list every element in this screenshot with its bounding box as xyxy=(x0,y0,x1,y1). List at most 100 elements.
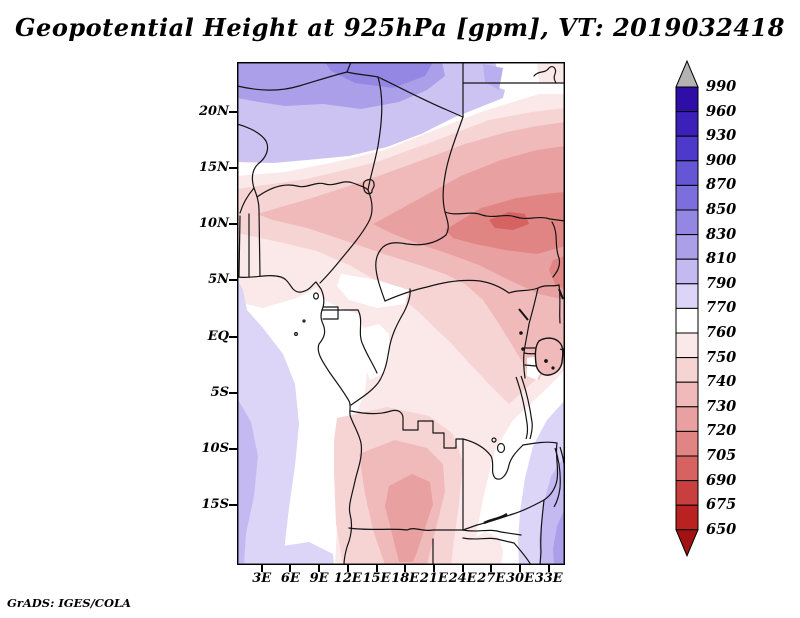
border-drc-angola xyxy=(350,409,464,449)
border-botswana-zimbabwe xyxy=(513,542,532,566)
x-tick-mark xyxy=(260,565,263,572)
colorbar-over-arrow xyxy=(675,59,699,88)
colorbar-segment xyxy=(675,504,699,531)
lake-victoria-island xyxy=(551,366,555,370)
border-equatorial-guinea xyxy=(322,306,339,320)
y-tick-label: 10N xyxy=(199,216,229,232)
colorbar-tick-label: 990 xyxy=(706,78,737,95)
y-tick-label: 10S xyxy=(201,440,229,456)
border-ghana-togo xyxy=(238,215,241,278)
x-tick-mark xyxy=(289,565,292,572)
border-nigeria-cameroon xyxy=(319,189,373,284)
x-tick-label: 21E xyxy=(419,571,448,586)
colorbar-segment xyxy=(675,381,699,408)
map-graphic xyxy=(236,61,566,566)
border-mozambique-zimbabwe xyxy=(539,499,545,566)
border-angola-namibia xyxy=(348,527,464,532)
border-niger-chad xyxy=(367,76,383,191)
border-zambia-tanzania xyxy=(522,441,558,446)
border-gabon-congo xyxy=(357,309,378,374)
x-tick-label: 27E xyxy=(477,571,506,586)
colorbar-segment xyxy=(675,283,699,309)
y-tick-mark xyxy=(229,111,237,113)
x-tick-mark xyxy=(432,565,435,572)
colorbar-segment xyxy=(675,111,699,137)
y-tick-mark xyxy=(229,223,237,226)
border-drc-uganda xyxy=(523,287,539,354)
fill-north-lavender-dark xyxy=(325,62,433,88)
colorbar-tick-label: 810 xyxy=(706,250,737,268)
colorbar-tick-label: 730 xyxy=(706,397,737,415)
colorbar-tick-label: 750 xyxy=(706,348,737,366)
fill-south-coast-lavender-strip xyxy=(281,542,334,565)
border-chad-car-cameroon xyxy=(375,234,447,302)
colorbar-tick-label: 790 xyxy=(706,274,737,292)
colorbar-tick-label: 740 xyxy=(706,373,737,391)
border-sudan-southsudan xyxy=(444,211,566,222)
y-tick-mark xyxy=(229,167,237,170)
colorbar-segment xyxy=(675,332,699,359)
border-burkina-ghana xyxy=(239,187,255,214)
colorbar-segment xyxy=(675,480,699,506)
fill-se-corner-lavender-deepest xyxy=(553,508,565,565)
y-tick-mark xyxy=(229,447,237,450)
lake-mweru xyxy=(496,442,506,454)
fill-white-congo-finger xyxy=(363,324,390,380)
y-tick-label: 15N xyxy=(199,160,229,176)
border-algeria-libya xyxy=(346,61,352,73)
x-tick-mark xyxy=(346,565,349,572)
border-southsudan-ethiopia xyxy=(551,221,561,278)
lake-albert xyxy=(518,308,529,321)
nile-river xyxy=(533,65,557,84)
y-tick-label: 5S xyxy=(210,384,229,400)
fill-red-level5-ethiopia xyxy=(549,256,565,290)
x-tick-label: 15E xyxy=(362,571,391,586)
country-borders xyxy=(236,61,566,566)
x-tick-label: 30E xyxy=(506,571,534,586)
colorbar-tick-label: 960 xyxy=(706,102,737,120)
fill-zimbabwe-pink xyxy=(471,532,503,565)
x-tick-mark xyxy=(318,565,321,572)
lake-tanganyika xyxy=(515,375,533,440)
colorbar-segment xyxy=(675,135,699,162)
colorbar-tick-label: 760 xyxy=(706,324,737,341)
fill-sw-ocean-lavender-deep xyxy=(237,398,258,565)
colorbar-segment xyxy=(675,184,699,211)
colorbar-tick-label: 870 xyxy=(706,176,737,194)
fill-ne-corner-pink xyxy=(537,62,565,83)
x-tick-label: 18E xyxy=(391,571,420,586)
colorbar-tick-label: 930 xyxy=(706,127,737,145)
plot-title: Geopotential Height at 925hPa [gpm], VT:… xyxy=(15,13,785,42)
lake-mweru-wantipa xyxy=(491,437,497,443)
x-tick-mark xyxy=(547,565,550,572)
colorbar-tick-label: 690 xyxy=(706,471,737,489)
lake-kivu xyxy=(521,347,525,351)
colorbar-graphic xyxy=(675,59,699,558)
x-tick-label: 3E xyxy=(252,571,272,586)
x-tick-label: 24E xyxy=(448,571,477,586)
colorbar-segment xyxy=(675,234,699,260)
fill-white-car-band xyxy=(337,274,409,308)
colorbar-tick-label: 675 xyxy=(706,496,737,514)
border-chad-sudan xyxy=(442,116,464,236)
colorbar-tick-label: 850 xyxy=(706,201,737,218)
colorbar-tick-label: 720 xyxy=(706,422,737,440)
border-drc-zambia-pedicle xyxy=(462,438,524,480)
x-tick-mark xyxy=(519,565,521,572)
y-tick-mark xyxy=(229,335,237,338)
x-tick-mark xyxy=(461,565,464,572)
lake-victoria-island xyxy=(544,359,548,363)
colorbar-segment xyxy=(675,160,699,186)
colorbar-segment xyxy=(675,258,699,285)
sao-tome-island xyxy=(293,332,298,337)
x-tick-label: 12E xyxy=(333,571,362,586)
y-tick-label: EQ xyxy=(207,328,229,344)
lake-edward xyxy=(519,331,523,335)
principe-island xyxy=(302,319,306,323)
x-tick-label: 6E xyxy=(280,571,300,586)
colorbar-segment xyxy=(675,209,699,236)
border-caprivi-north xyxy=(462,529,522,536)
lake-chad xyxy=(362,178,375,195)
y-tick-label: 20N xyxy=(199,104,229,119)
